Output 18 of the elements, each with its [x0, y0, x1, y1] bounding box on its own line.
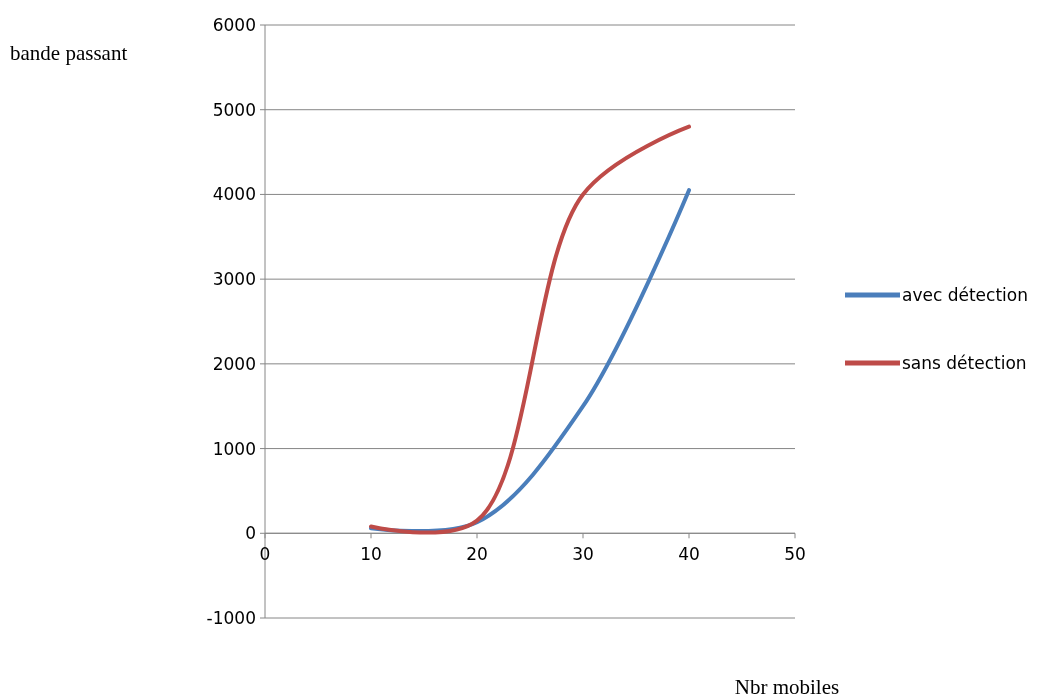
y-tick-label: 4000 [212, 184, 256, 205]
y-tick-label: -1000 [206, 607, 256, 628]
x-tick-label: 40 [678, 544, 700, 565]
y-tick-label: 3000 [212, 269, 256, 290]
x-tick-label: 10 [360, 544, 382, 565]
legend-label: avec détection [902, 284, 1028, 305]
x-tick-label: 30 [572, 544, 594, 565]
x-tick-label: 20 [466, 544, 488, 565]
x-axis-title: Nbr mobiles [734, 675, 840, 698]
y-tick-label: 6000 [212, 14, 256, 35]
y-tick-label: 5000 [212, 99, 256, 120]
x-tick-label: 0 [259, 544, 271, 565]
y-tick-label: 2000 [212, 353, 256, 374]
x-tick-label: 50 [784, 544, 806, 565]
y-tick-label: 0 [245, 523, 256, 544]
legend-label: sans détection [902, 352, 1027, 373]
y-axis-title: bande passant [10, 41, 128, 65]
y-tick-label: 1000 [212, 438, 256, 459]
